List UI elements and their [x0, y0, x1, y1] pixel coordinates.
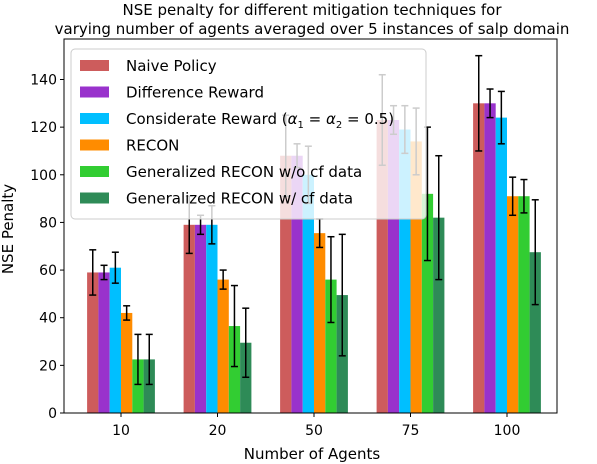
bar-considerate-reward-1-2-0-5--50 [302, 174, 314, 413]
bar-naive-policy-10 [87, 272, 99, 413]
y-tick-label: 20 [39, 358, 57, 374]
bar-generalized-recon-w-o-cf-data-75 [421, 193, 434, 413]
bar-generalized-recon-w-o-cf-data-10 [132, 359, 144, 413]
legend-entry-label: Generalized RECON w/ cf data [126, 190, 353, 208]
x-tick-label: 20 [209, 423, 227, 439]
x-tick-label: 10 [112, 423, 130, 439]
y-tick-label: 140 [30, 72, 57, 88]
legend-entry-label: Difference Reward [126, 84, 264, 102]
x-tick-label: 50 [305, 423, 323, 439]
bar-recon-10 [121, 312, 133, 413]
bar-considerate-reward-1-2-0-5--100 [495, 117, 507, 414]
error-bar-naive-policy-10 [89, 249, 97, 296]
error-bar-generalized-recon-w-cf-data-100 [531, 199, 539, 306]
y-tick-label: 40 [39, 311, 57, 327]
x-axis: 10 20 50 75 100 [112, 413, 520, 439]
error-bar-generalized-recon-w-o-cf-data-100 [520, 178, 528, 214]
legend-entry-label: RECON [126, 137, 179, 155]
y-axis: 0 20 40 60 80 100 120 140 [30, 72, 64, 422]
error-bar-recon-10 [123, 305, 131, 321]
x-tick-label: 100 [494, 423, 521, 439]
error-bar-generalized-recon-w-o-cf-data-20 [230, 284, 238, 368]
bar-recon-50 [314, 233, 326, 413]
bar-considerate-reward-1-2-0-5--20 [206, 224, 218, 413]
bar-difference-reward-10 [98, 272, 110, 413]
error-bar-generalized-recon-w-cf-data-75 [435, 154, 443, 281]
bar-generalized-recon-w-cf-data-10 [143, 359, 155, 413]
bar-recon-75 [410, 141, 422, 414]
legend-entry-label: Generalized RECON w/o cf data [126, 163, 362, 181]
bar-generalized-recon-w-cf-data-75 [433, 217, 445, 413]
bar-difference-reward-50 [291, 155, 303, 413]
plot-area [63, 38, 558, 414]
error-bar-generalized-recon-w-o-cf-data-50 [327, 235, 335, 324]
legend-swatch [80, 86, 109, 98]
bar-difference-reward-75 [387, 119, 400, 414]
bar-naive-policy-75 [376, 119, 388, 414]
legend-swatch [80, 192, 109, 204]
chart-title-line-1: NSE penalty for different mitigation tec… [122, 1, 502, 19]
bar-considerate-reward-1-2-0-5--75 [399, 129, 411, 414]
legend-entry-label: Considerate Reward (α1 = α2 = 0.5) [126, 110, 394, 131]
x-tick-label: 75 [402, 423, 420, 439]
error-bar-recon-100 [509, 176, 517, 217]
bar-generalized-recon-w-o-cf-data-100 [518, 196, 530, 413]
legend-swatch [80, 166, 109, 177]
y-tick-label: 120 [30, 120, 57, 136]
error-bar-generalized-recon-w-cf-data-20 [242, 307, 250, 379]
legend-box [70, 48, 427, 220]
error-bar-generalized-recon-w-o-cf-data-10 [134, 333, 142, 386]
bar-considerate-reward-1-2-0-5--10 [109, 267, 121, 413]
bar-generalized-recon-w-o-cf-data-20 [228, 326, 241, 413]
error-bar-difference-reward-100 [486, 88, 494, 119]
y-axis-label: NSE Penalty [0, 184, 17, 274]
bar-recon-20 [217, 279, 229, 413]
error-bar-recon-20 [219, 269, 227, 290]
bar-generalized-recon-w-cf-data-100 [529, 252, 541, 413]
bar-naive-policy-20 [183, 224, 195, 413]
x-axis-label: Number of Agents [244, 445, 381, 463]
y-tick-label: 80 [39, 215, 57, 231]
legend-swatch [80, 139, 109, 151]
legend-swatch [80, 60, 109, 71]
error-bar-considerate-reward-1-2-0-5--100 [497, 90, 505, 145]
error-bar-generalized-recon-w-cf-data-10 [145, 333, 153, 386]
bar-naive-policy-50 [280, 155, 292, 413]
chart-title: NSE penalty for different mitigation tec… [55, 1, 570, 38]
bar-difference-reward-20 [194, 224, 207, 413]
y-tick-label: 60 [39, 263, 57, 279]
error-bar-naive-policy-100 [475, 54, 483, 152]
legend-swatch [80, 113, 109, 124]
bar-recon-100 [507, 196, 519, 413]
plot-frame [63, 38, 558, 414]
error-bar-considerate-reward-1-2-0-5--10 [111, 251, 119, 284]
chart-title-line-2: varying number of agents averaged over 5… [55, 20, 570, 38]
bar-generalized-recon-w-o-cf-data-50 [325, 279, 337, 413]
error-bar-generalized-recon-w-cf-data-50 [338, 233, 346, 357]
error-bar-difference-reward-10 [100, 264, 108, 281]
y-tick-label: 100 [30, 168, 57, 184]
bar-difference-reward-100 [484, 103, 496, 413]
bar-naive-policy-100 [473, 103, 485, 413]
y-tick-label: 0 [48, 406, 57, 422]
legend-entry-label: Naive Policy [126, 57, 217, 75]
legend: Naive Policy Difference Reward Considerate… [70, 48, 427, 220]
